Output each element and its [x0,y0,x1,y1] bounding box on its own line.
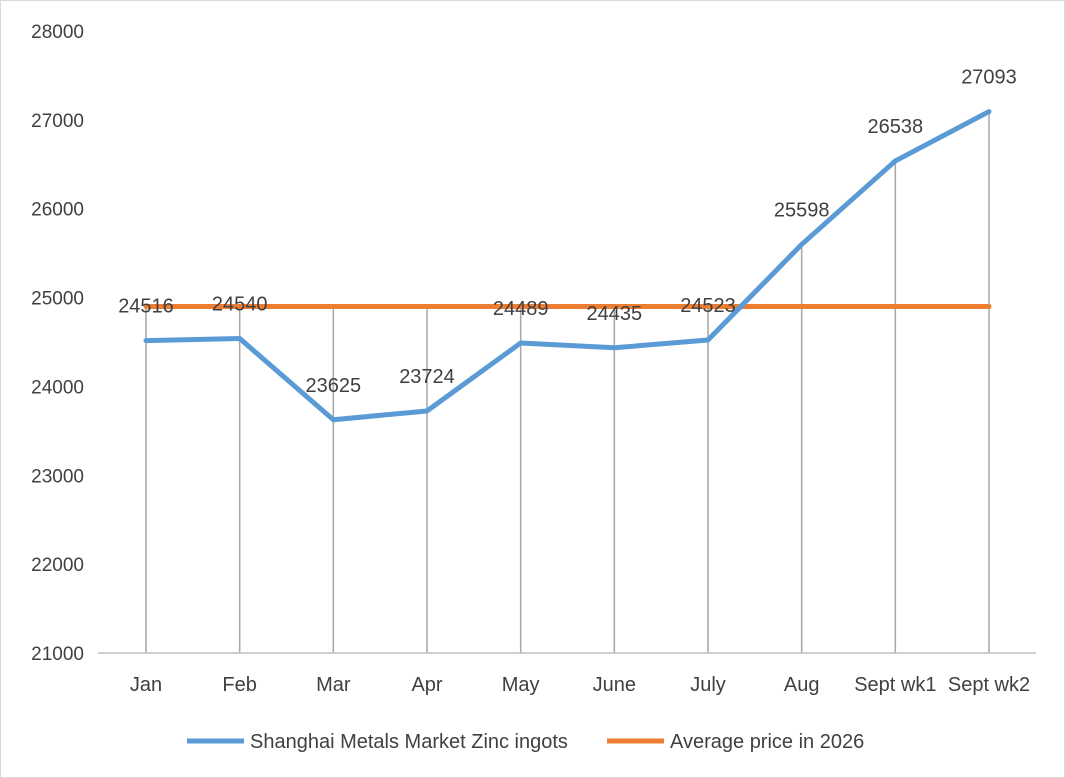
data-label: 26538 [868,116,924,138]
y-tick-label: 26000 [31,200,84,221]
drop-lines [145,111,990,653]
x-tick-label: Sept wk1 [854,674,936,696]
data-label: 23724 [399,366,455,388]
data-label: 24435 [587,303,643,325]
legend-label: Average price in 2026 [670,731,864,753]
data-label: 25598 [774,199,830,221]
data-labels: 24516 24540 23625 23724 24489 24435 24523 25598… [118,67,1017,397]
data-label: 23625 [306,375,362,397]
x-tick-label: Mar [316,674,351,696]
x-tick-label: July [690,674,726,696]
y-tick-label: 28000 [31,22,84,43]
x-axis-tick-labels: Jan Feb Mar Apr May June July Aug Sept wk1 Sept w… [130,674,1030,696]
y-tick-label: 22000 [31,555,84,576]
x-tick-label: June [593,674,636,696]
x-tick-label: Aug [784,674,820,696]
y-tick-label: 21000 [31,644,84,665]
y-tick-label: 27000 [31,111,84,132]
data-label: 27093 [961,67,1017,89]
legend: Shanghai Metals Market Zinc ingots Averag… [187,731,864,753]
x-tick-label: Apr [411,674,442,696]
y-axis-tick-labels: 21000 22000 23000 24000 25000 26000 27000 28000 [31,22,84,665]
data-label: 24489 [493,298,549,320]
x-tick-label: Jan [130,674,162,696]
data-label: 24516 [118,296,174,318]
series-lines [143,109,992,423]
data-label: 24540 [212,293,268,315]
y-tick-label: 24000 [31,377,84,398]
y-tick-label: 25000 [31,289,84,310]
y-tick-label: 23000 [31,466,84,487]
x-tick-label: May [502,674,540,696]
series-line [143,109,992,423]
x-tick-label: Feb [222,674,256,696]
legend-label: Shanghai Metals Market Zinc ingots [250,731,568,753]
x-tick-label: Sept wk2 [948,674,1030,696]
data-label: 24523 [680,295,736,317]
